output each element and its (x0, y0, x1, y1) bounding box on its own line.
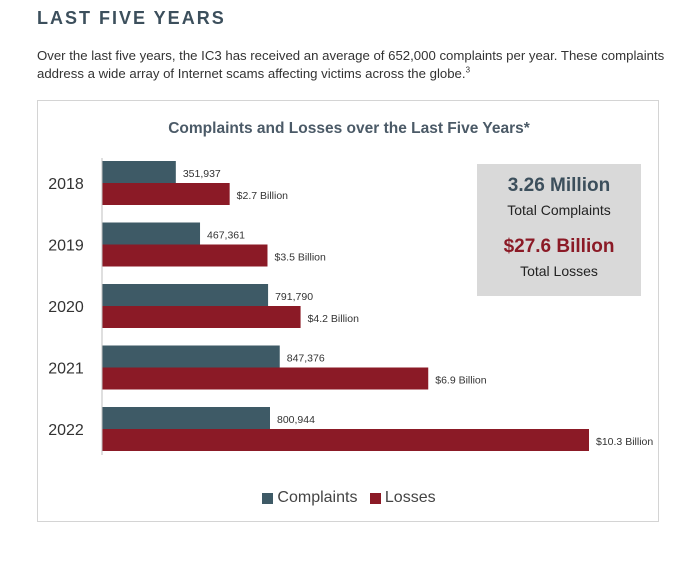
losses-bar-2021 (102, 367, 429, 390)
summary-box: 3.26 Million Total Complaints $27.6 Bill… (477, 164, 641, 296)
legend-swatch-losses (369, 492, 381, 504)
losses-label-2022: $10.3 Billion (596, 436, 653, 448)
complaints-bar-2020 (102, 284, 269, 306)
y-tick-label-2019: 2019 (48, 238, 84, 255)
legend-item-losses: Losses (369, 489, 436, 507)
losses-bar-2020 (102, 306, 301, 328)
complaints-label-2019: 467,361 (207, 230, 245, 242)
total-losses-label: Total Losses (520, 263, 598, 279)
losses-label-2021: $6.9 Billion (435, 375, 487, 387)
complaints-bar-2018 (102, 161, 176, 183)
losses-label-2018: $2.7 Billion (237, 190, 289, 202)
total-complaints-value: 3.26 Million (507, 175, 611, 196)
complaints-label-2022: 800,944 (277, 414, 315, 426)
chart-title: Complaints and Losses over the Last Five… (168, 120, 530, 137)
losses-label-2020: $4.2 Billion (308, 313, 360, 325)
y-tick-label-2020: 2020 (48, 299, 84, 316)
total-losses-value: $27.6 Billion (503, 236, 615, 257)
y-tick-label-2018: 2018 (48, 176, 84, 193)
losses-bar-2022 (102, 429, 589, 451)
y-tick-label-2021: 2021 (48, 361, 84, 378)
complaints-bar-2021 (102, 345, 280, 368)
legend-item-complaints: Complaints (262, 489, 357, 507)
complaints-label-2018: 351,937 (183, 168, 221, 180)
footnote-marker[interactable]: 3 (465, 65, 471, 75)
losses-bar-2018 (102, 183, 230, 205)
losses-bar-2019 (102, 244, 268, 267)
complaints-bar-2022 (102, 407, 270, 429)
chart-legend: Complaints Losses (0, 489, 698, 509)
intro-paragraph: Over the last five years, the IC3 has re… (37, 47, 667, 83)
complaints-label-2021: 847,376 (287, 353, 325, 365)
y-tick-label-2022: 2022 (48, 422, 84, 439)
legend-label-losses: Losses (384, 489, 436, 506)
complaints-bar-2019 (102, 222, 201, 245)
chart-panel (37, 100, 659, 522)
legend-swatch-complaints (262, 492, 274, 504)
section-title: LAST FIVE YEARS (37, 8, 226, 28)
legend-label-complaints: Complaints (277, 489, 358, 506)
complaints-label-2020: 791,790 (275, 291, 313, 303)
total-complaints-label: Total Complaints (507, 202, 611, 218)
intro-text: Over the last five years, the IC3 has re… (37, 48, 665, 81)
losses-label-2019: $3.5 Billion (274, 252, 326, 264)
